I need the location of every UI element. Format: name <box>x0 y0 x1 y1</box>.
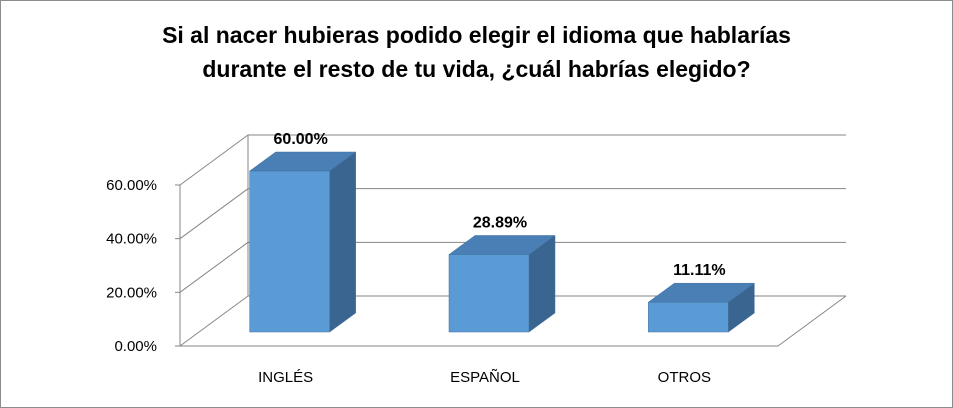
y-tick-label: 20.00% <box>106 284 157 301</box>
chart-title-line-1: Si al nacer hubieras podido elegir el id… <box>162 22 791 48</box>
category-label-español: ESPAÑOL <box>450 369 520 386</box>
y-axis-tick-labels: 0.00% 20.00% 40.00% 60.00% <box>106 177 157 355</box>
y-tick-label: 0.00% <box>114 338 157 355</box>
floor-right-edge <box>777 295 847 347</box>
gridline-left-wall <box>179 134 249 186</box>
bars <box>248 151 756 333</box>
bar-front-face <box>249 170 330 333</box>
y-tick-label: 60.00% <box>106 177 157 194</box>
category-label-inglés: INGLÉS <box>258 369 313 386</box>
bar-otros <box>647 282 756 333</box>
data-label-español: 28.89% <box>473 214 527 231</box>
bar-front-face <box>448 254 530 333</box>
bar-front-face <box>648 301 729 333</box>
gridline-left-wall <box>179 241 249 293</box>
data-label-otros: 11.11% <box>673 262 726 279</box>
y-tick-label: 40.00% <box>106 231 157 248</box>
bar-español <box>448 234 556 333</box>
bar-side-face <box>329 151 356 333</box>
x-axis-category-labels: INGLÉS ESPAÑOL OTROS <box>258 369 711 386</box>
chart-title-line-2: durante el resto de tu vida, ¿cuál habrí… <box>202 56 751 82</box>
gridline-left-wall <box>179 188 249 240</box>
chart-title: Si al nacer hubieras podido elegir el id… <box>0 18 953 86</box>
data-labels: 60.00% 28.89% 11.11% <box>274 131 726 279</box>
bar-inglés <box>248 151 357 333</box>
gridline-left-wall <box>179 295 249 347</box>
data-label-inglés: 60.00% <box>274 131 328 148</box>
category-label-otros: OTROS <box>658 369 711 386</box>
